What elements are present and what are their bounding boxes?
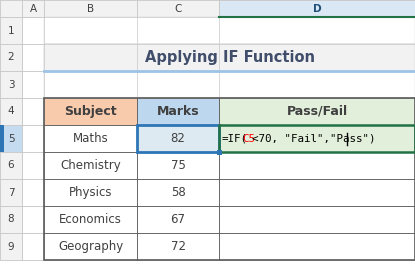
Text: 7: 7 (8, 187, 14, 197)
Bar (0, 71, 22, 98)
Bar (0, 0, 44, 17)
Bar (137, 0, 219, 17)
Bar (22, 233, 44, 260)
Bar (44, 0, 137, 17)
Bar (44, 125, 137, 152)
Bar (22, 206, 44, 233)
Bar (44, 98, 137, 125)
Bar (0, 17, 22, 44)
Bar (0, 125, 4, 152)
Bar (44, 17, 415, 44)
Bar (219, 98, 415, 125)
Text: Chemistry: Chemistry (60, 159, 121, 172)
Text: B: B (87, 3, 94, 13)
Bar (219, 206, 415, 233)
Text: Pass/Fail: Pass/Fail (286, 105, 348, 118)
Bar (219, 233, 415, 260)
Bar (137, 179, 219, 206)
Bar (0, 179, 22, 206)
Bar (137, 125, 219, 152)
Bar (22, 125, 44, 152)
Text: D: D (312, 3, 321, 13)
Bar (44, 98, 415, 260)
Bar (44, 44, 415, 71)
Text: 9: 9 (8, 242, 14, 252)
Text: 5: 5 (8, 134, 14, 144)
Text: C: C (174, 3, 182, 13)
Bar (44, 44, 415, 71)
Bar (0, 233, 22, 260)
Text: 4: 4 (8, 106, 14, 116)
Bar (22, 152, 44, 179)
Text: 2: 2 (8, 53, 14, 63)
Text: <70, "Fail","Pass"): <70, "Fail","Pass") (252, 134, 376, 144)
Bar (137, 98, 219, 125)
Text: Maths: Maths (73, 132, 108, 145)
Text: 67: 67 (171, 213, 186, 226)
Text: Subject: Subject (64, 105, 117, 118)
Bar (219, 179, 415, 206)
Bar (0, 125, 22, 152)
Text: A: A (29, 3, 37, 13)
Bar (219, 152, 415, 179)
Bar (219, 0, 415, 17)
Text: 82: 82 (171, 132, 186, 145)
Text: Geography: Geography (58, 240, 123, 253)
Bar (137, 152, 219, 179)
Bar (44, 233, 137, 260)
Bar (44, 71, 415, 98)
Text: 75: 75 (171, 159, 186, 172)
Bar (22, 71, 44, 98)
Text: 6: 6 (8, 161, 14, 171)
Bar (0, 152, 22, 179)
Text: 1: 1 (8, 26, 14, 35)
Text: Applying IF Function: Applying IF Function (144, 50, 315, 65)
Text: Economics: Economics (59, 213, 122, 226)
Bar (137, 233, 219, 260)
Bar (217, 149, 222, 154)
Bar (219, 125, 415, 152)
Bar (22, 179, 44, 206)
Text: C5: C5 (242, 134, 255, 144)
Bar (22, 44, 44, 71)
Bar (44, 179, 137, 206)
Text: =IF(: =IF( (222, 134, 248, 144)
Bar (219, 125, 415, 152)
Text: Marks: Marks (157, 105, 199, 118)
Bar (0, 44, 22, 71)
Bar (22, 98, 44, 125)
Text: Physics: Physics (69, 186, 112, 199)
Bar (44, 206, 137, 233)
Text: 8: 8 (8, 214, 14, 224)
Bar (22, 17, 44, 44)
Bar (44, 152, 137, 179)
Bar (137, 125, 219, 152)
Text: 3: 3 (8, 79, 14, 89)
Text: 72: 72 (171, 240, 186, 253)
Bar (0, 206, 22, 233)
Bar (137, 206, 219, 233)
Text: 58: 58 (171, 186, 186, 199)
Bar (22, 0, 44, 17)
Bar (0, 98, 22, 125)
